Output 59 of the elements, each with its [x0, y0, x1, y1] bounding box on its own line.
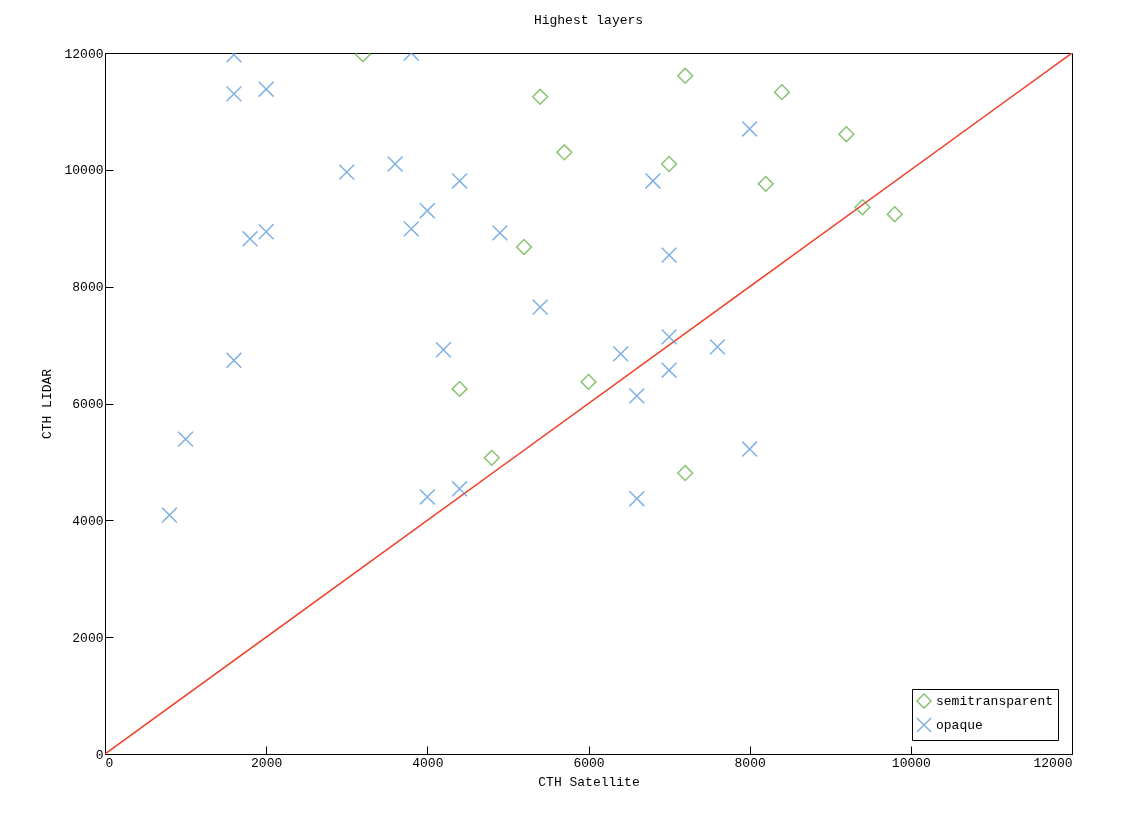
- x-tick-label: 8000: [734, 755, 766, 771]
- point: [403, 220, 420, 237]
- x-axis-title: CTH Satellite: [538, 774, 640, 790]
- point: [491, 224, 509, 242]
- point: [677, 464, 694, 482]
- point: [677, 67, 694, 84]
- point: [419, 202, 436, 219]
- y-axis-title: CTH LIDAR: [40, 368, 56, 440]
- point: [435, 341, 452, 358]
- x-tick-label: 0: [105, 755, 114, 771]
- point: [741, 120, 758, 138]
- point: [886, 206, 903, 223]
- point: [258, 81, 275, 98]
- x-tick-label: 6000: [573, 755, 605, 771]
- point: [660, 246, 678, 264]
- point: [773, 83, 791, 101]
- y-tick-label: 4000: [72, 513, 104, 529]
- point: [709, 338, 726, 355]
- y-tick-label: 2000: [72, 630, 104, 646]
- point: [386, 155, 404, 173]
- point: [628, 490, 646, 507]
- point: [660, 155, 678, 173]
- point: [556, 144, 573, 161]
- y-tick-label: 8000: [72, 280, 104, 296]
- point: [660, 328, 678, 346]
- x-tick-label: 10000: [891, 755, 931, 771]
- point: [838, 126, 855, 143]
- x-tick-label: 2000: [251, 755, 283, 771]
- point: [258, 223, 275, 240]
- point: [660, 362, 678, 379]
- point: [741, 440, 758, 458]
- point: [757, 175, 774, 193]
- legend-label: opaque: [936, 718, 983, 733]
- point: [161, 506, 178, 524]
- point: [531, 88, 549, 105]
- legend-label: semitransparent: [936, 694, 1054, 709]
- point: [225, 352, 243, 369]
- y-tick-label: 10000: [64, 163, 104, 179]
- point: [419, 488, 436, 506]
- point: [854, 199, 871, 216]
- point: [225, 85, 243, 103]
- point: [177, 430, 194, 448]
- point: [241, 230, 259, 247]
- point: [338, 164, 355, 181]
- point: [580, 373, 597, 391]
- chart-title: Highest layers: [533, 13, 644, 28]
- point: [451, 172, 468, 190]
- point: [451, 480, 468, 497]
- point: [612, 345, 629, 363]
- point: [483, 449, 500, 466]
- y-tick-label: 6000: [72, 397, 104, 412]
- point: [451, 380, 468, 398]
- x-tick-label: 4000: [412, 755, 444, 771]
- point: [515, 238, 533, 256]
- y-tick-label: 12000: [64, 46, 104, 62]
- point: [531, 298, 549, 316]
- x-tick-label: 12000: [1033, 755, 1073, 771]
- point: [644, 172, 662, 190]
- point: [628, 387, 646, 405]
